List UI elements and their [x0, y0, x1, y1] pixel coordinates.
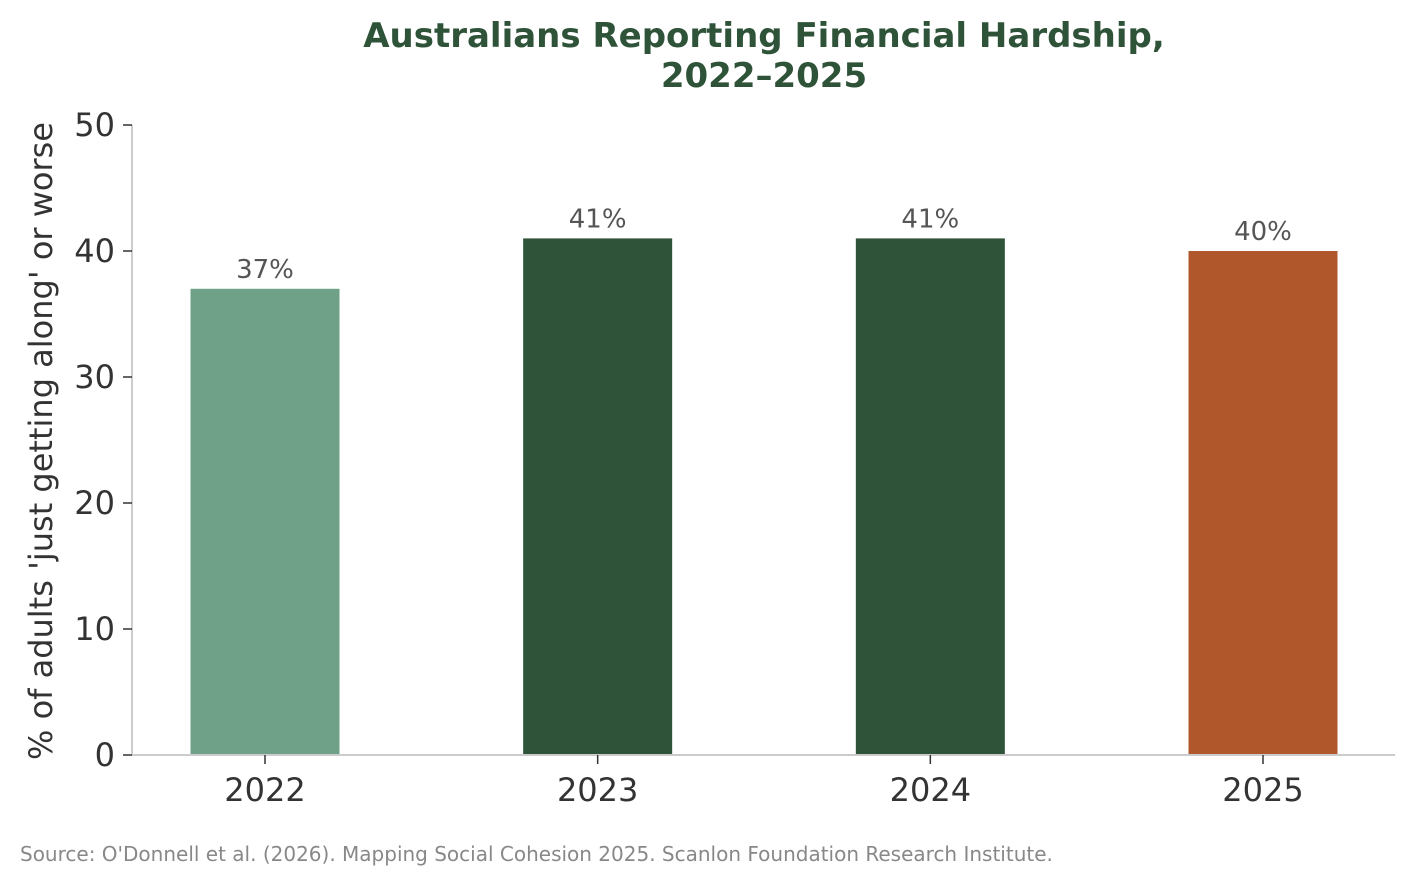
x-tick-label-2025: 2025 — [1222, 771, 1303, 809]
data-label-2024: 41% — [901, 204, 959, 234]
bar-2024 — [855, 238, 1005, 755]
data-labels-group: 37% 41% 41% 40% — [236, 204, 1292, 284]
y-tick-label-10: 10 — [74, 610, 115, 648]
data-label-2022: 37% — [236, 255, 294, 285]
x-axis: 2022 2023 2024 2025 — [132, 754, 1395, 809]
bar-2023 — [523, 238, 673, 755]
y-axis-label: % of adults 'just getting along' or wors… — [22, 122, 60, 760]
chart-title-line-2: 2022–2025 — [661, 56, 867, 96]
chart-title-line-1: Australians Reporting Financial Hardship… — [363, 16, 1165, 56]
y-tick-label-30: 30 — [74, 358, 115, 396]
source-note: Source: O'Donnell et al. (2026). Mapping… — [20, 842, 1053, 866]
y-tick-label-0: 0 — [95, 736, 115, 774]
data-label-2023: 41% — [569, 204, 627, 234]
y-tick-label-20: 20 — [74, 484, 115, 522]
x-tick-label-2022: 2022 — [224, 771, 305, 809]
y-axis: 0 10 20 30 40 50 — [74, 106, 133, 774]
y-tick-label-50: 50 — [74, 106, 115, 144]
bars-group — [190, 238, 1338, 755]
x-tick-label-2024: 2024 — [890, 771, 971, 809]
y-tick-label-40: 40 — [74, 232, 115, 270]
x-tick-label-2023: 2023 — [557, 771, 638, 809]
bar-2022 — [190, 288, 340, 755]
bar-2025 — [1188, 251, 1338, 755]
data-label-2025: 40% — [1234, 217, 1292, 247]
